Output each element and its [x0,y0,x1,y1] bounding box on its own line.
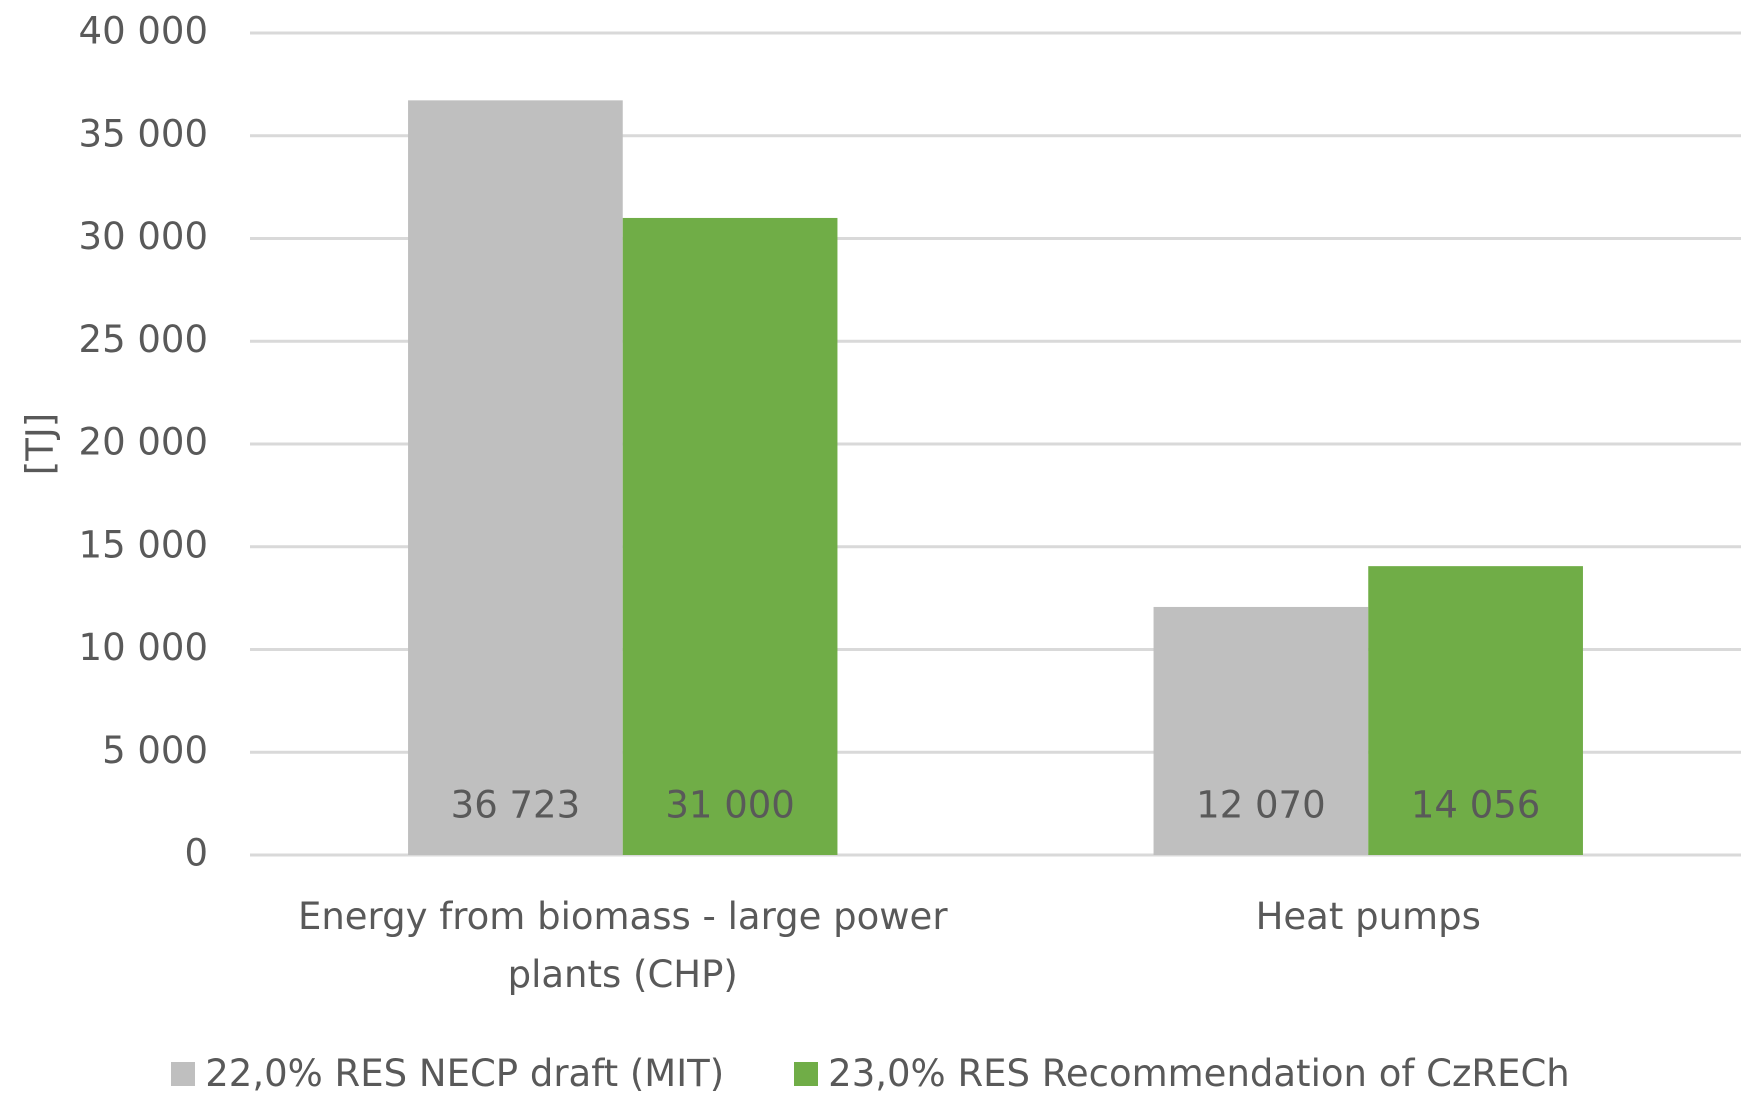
legend-item: 23,0% RES Recommendation of CzRECh [794,1052,1570,1095]
x-tick-label: Energy from biomass - large power plants… [297,895,948,996]
legend-swatch [171,1061,196,1086]
y-tick-label: 10 000 [79,626,208,669]
value-label: 36 723 [451,784,580,827]
legend: 22,0% RES NECP draft (MIT) 23,0% RES Reco… [0,1052,1741,1095]
y-tick-label: 35 000 [79,112,208,155]
legend-label: 23,0% RES Recommendation of CzRECh [828,1052,1570,1095]
bar [1368,566,1583,855]
y-tick-label: 15 000 [79,523,208,566]
value-label: 14 056 [1411,784,1540,827]
y-tick-label: 25 000 [79,318,208,361]
bar [1153,606,1369,855]
y-tick-label: 5 000 [102,729,208,772]
legend-swatch [794,1061,819,1086]
value-label: 12 070 [1196,784,1325,827]
legend-item: 22,0% RES NECP draft (MIT) [171,1052,724,1095]
legend-label: 22,0% RES NECP draft (MIT) [205,1052,725,1095]
y-tick-label: 30 000 [79,215,208,258]
y-tick-label: 0 [184,832,208,875]
bar [408,100,623,855]
bar [622,217,838,855]
y-axis-label: [TJ] [19,413,62,475]
y-tick-label: 20 000 [79,421,208,464]
value-label: 31 000 [665,784,794,827]
y-tick-label: 40 000 [79,10,208,53]
x-tick-label: Heat pumps [1255,895,1481,938]
